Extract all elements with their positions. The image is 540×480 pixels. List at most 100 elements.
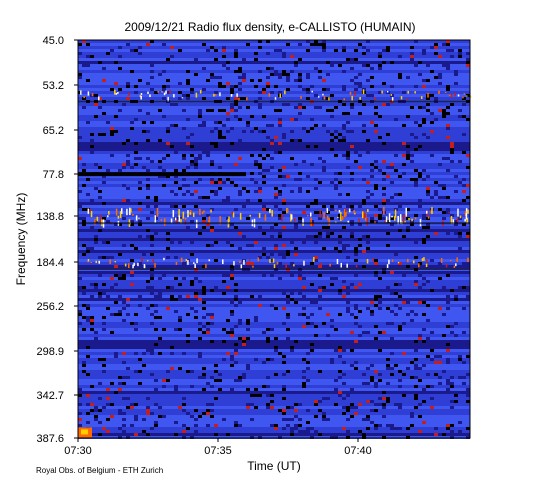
spectrogram-cell — [454, 79, 458, 82]
spectrogram-cell — [314, 175, 318, 178]
spectrogram-cell — [318, 175, 322, 178]
spectrogram-cell — [138, 265, 142, 268]
spectrogram-cell — [122, 61, 126, 64]
spectrogram-cell — [414, 205, 418, 208]
spectrogram-cell — [158, 112, 162, 115]
spectrogram-cell — [394, 265, 398, 268]
spectrogram-cell — [278, 112, 282, 115]
spectrogram-cell — [206, 211, 210, 214]
spectrogram-cell — [258, 109, 262, 112]
spectrogram-cell — [186, 265, 190, 268]
spectrogram-cell — [418, 49, 422, 52]
spectrogram-cell — [98, 133, 102, 136]
spectrogram-cell — [458, 76, 462, 79]
spectrogram-cell — [282, 187, 286, 190]
spectrogram-cell — [234, 190, 238, 193]
spectrogram-cell — [242, 190, 246, 193]
spectrogram-cell — [394, 94, 398, 97]
spectrogram-cell — [114, 229, 118, 232]
spectrogram-cell — [242, 49, 246, 52]
spectrogram-cell — [350, 76, 354, 79]
spectrogram-cell — [162, 79, 166, 82]
spectrogram-cell — [154, 247, 158, 250]
spectrogram-cell — [438, 121, 442, 124]
spectrogram-cell — [374, 205, 378, 208]
spectrogram-cell — [294, 139, 298, 142]
spectrogram-cell — [222, 160, 226, 163]
spectrogram-cell — [250, 277, 254, 280]
spectrogram-cell — [158, 43, 162, 46]
spectrogram-cell — [178, 196, 182, 199]
spectrogram-cell — [150, 58, 154, 61]
spectrogram-cell — [194, 160, 198, 163]
spectrogram-cell — [174, 142, 178, 145]
spectrogram-cell — [234, 157, 238, 160]
spectrogram-cell — [242, 271, 246, 274]
spectrogram-cell — [302, 190, 306, 193]
spectrogram-cell — [394, 49, 398, 52]
spectrogram-cell — [174, 229, 178, 232]
spectrogram-cell — [326, 265, 330, 268]
spectrogram-cell — [134, 85, 138, 88]
spectrogram-cell — [430, 64, 434, 67]
spectrogram-cell — [122, 106, 126, 109]
spectrogram-cell — [318, 145, 322, 148]
spectrogram-cell — [98, 187, 102, 190]
spectrogram-cell — [266, 250, 270, 253]
spectrogram-cell — [366, 151, 370, 154]
spectrogram-cell — [146, 277, 150, 280]
spectrogram-cell — [262, 61, 266, 64]
spectrogram-cell — [262, 121, 266, 124]
spectrogram-cell — [130, 274, 134, 277]
spectrogram-cell — [390, 250, 394, 253]
spectrogram-cell — [98, 250, 102, 253]
spectrogram-cell — [142, 217, 146, 220]
spectrogram-cell — [190, 211, 194, 214]
spectrogram-cell — [462, 43, 466, 46]
spectrogram-cell — [414, 184, 418, 187]
spectrogram-cell — [446, 157, 450, 160]
spectrogram-cell — [314, 271, 318, 274]
spectrogram-cell — [222, 205, 226, 208]
spectrogram-cell — [398, 88, 402, 91]
spectrogram-cell — [130, 265, 134, 268]
spectrogram-cell — [422, 196, 426, 199]
spectrogram-cell — [146, 139, 150, 142]
spectrogram-cell — [118, 169, 122, 172]
spectrogram-cell — [126, 193, 130, 196]
spectrogram-cell — [210, 217, 214, 220]
spectrogram-cell — [98, 97, 102, 100]
spectrogram-cell — [242, 187, 246, 190]
spectrogram-cell — [246, 106, 250, 109]
spectrogram-cell — [410, 259, 414, 262]
spectrogram-cell — [110, 250, 114, 253]
spectrogram-cell — [462, 181, 466, 184]
spectrogram-cell — [438, 238, 442, 241]
spectrogram-cell — [86, 223, 90, 226]
spectrogram-cell — [334, 271, 338, 274]
spectrogram-cell — [106, 190, 110, 193]
spectrogram-cell — [346, 217, 350, 220]
spectrogram-cell — [82, 145, 86, 148]
spectrogram-cell — [282, 166, 286, 169]
spectrogram-cell — [346, 64, 350, 67]
spectrogram-cell — [258, 49, 262, 52]
spectrogram-cell — [326, 205, 330, 208]
spectrogram-cell — [390, 193, 394, 196]
spectrogram-cell — [226, 112, 230, 115]
spectrogram-cell — [298, 85, 302, 88]
spectrogram-cell — [258, 226, 262, 229]
spectrogram-cell — [158, 220, 162, 223]
spectrogram-cell — [330, 277, 334, 280]
spectrogram-cell — [446, 73, 450, 76]
spectrogram-cell — [186, 193, 190, 196]
spectrogram-cell — [214, 259, 218, 262]
spectrogram-cell — [434, 64, 438, 67]
spectrogram-cell — [446, 82, 450, 85]
spectrogram-cell — [234, 97, 238, 100]
spectrogram-cell — [298, 124, 302, 127]
spectrogram-cell — [334, 205, 338, 208]
spectrogram-cell — [310, 211, 314, 214]
spectrogram-cell — [426, 190, 430, 193]
spectrogram-cell — [422, 229, 426, 232]
